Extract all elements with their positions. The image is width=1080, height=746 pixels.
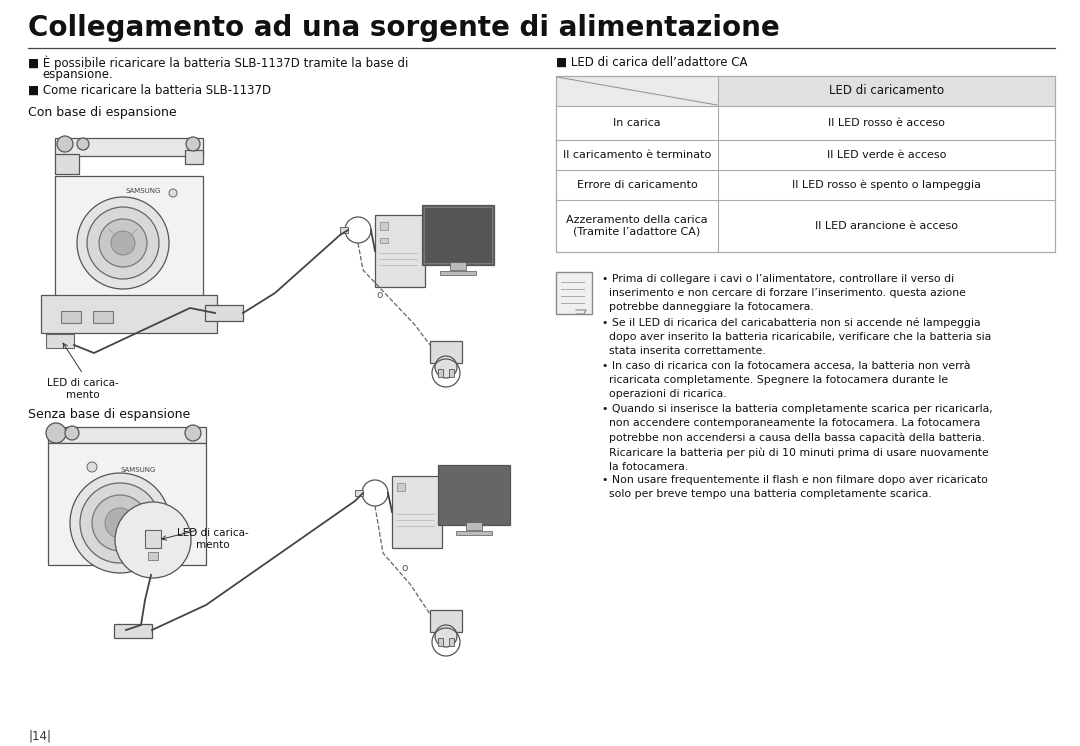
Circle shape bbox=[186, 137, 200, 151]
Bar bbox=[556, 76, 718, 106]
Bar bbox=[465, 522, 482, 530]
Bar bbox=[556, 76, 1055, 252]
Circle shape bbox=[168, 189, 177, 197]
Bar bbox=[556, 170, 1055, 200]
Text: espansione.: espansione. bbox=[42, 68, 112, 81]
Text: Il LED arancione è acceso: Il LED arancione è acceso bbox=[815, 221, 958, 231]
Bar bbox=[41, 295, 217, 333]
Circle shape bbox=[70, 473, 170, 573]
Bar bbox=[456, 531, 492, 535]
Circle shape bbox=[87, 207, 159, 279]
Text: LED di caricamento: LED di caricamento bbox=[829, 84, 944, 98]
Text: • Prima di collegare i cavi o l’alimentatore, controllare il verso di
  inserime: • Prima di collegare i cavi o l’alimenta… bbox=[602, 274, 966, 312]
Circle shape bbox=[362, 480, 388, 506]
Text: Il LED verde è acceso: Il LED verde è acceso bbox=[827, 150, 946, 160]
Bar bbox=[114, 624, 152, 638]
Circle shape bbox=[114, 502, 191, 578]
Bar bbox=[375, 215, 426, 287]
Bar bbox=[424, 207, 492, 263]
Bar bbox=[46, 334, 75, 348]
Text: o: o bbox=[377, 290, 383, 300]
Bar bbox=[145, 530, 161, 548]
Bar bbox=[392, 476, 442, 548]
Bar bbox=[185, 150, 203, 164]
Bar bbox=[380, 238, 388, 243]
Text: o: o bbox=[402, 563, 408, 573]
Bar bbox=[438, 369, 443, 377]
Text: • Non usare frequentemente il flash e non filmare dopo aver ricaricato
  solo pe: • Non usare frequentemente il flash e no… bbox=[602, 475, 988, 499]
Text: SAMSUNG: SAMSUNG bbox=[120, 467, 156, 473]
Text: ■ Come ricaricare la batteria SLB-1137D: ■ Come ricaricare la batteria SLB-1137D bbox=[28, 84, 271, 97]
Circle shape bbox=[345, 217, 372, 243]
Bar bbox=[355, 490, 363, 496]
Bar bbox=[48, 427, 206, 443]
Circle shape bbox=[435, 356, 457, 378]
Text: |14|: |14| bbox=[28, 730, 51, 743]
Bar bbox=[205, 305, 243, 321]
Text: LED di carica-
mento: LED di carica- mento bbox=[177, 528, 248, 550]
Bar bbox=[556, 272, 592, 314]
Circle shape bbox=[77, 138, 89, 150]
Circle shape bbox=[435, 625, 457, 647]
Circle shape bbox=[46, 423, 66, 443]
Text: Senza base di espansione: Senza base di espansione bbox=[28, 408, 190, 421]
Bar bbox=[450, 262, 465, 270]
Bar bbox=[48, 443, 206, 565]
Bar bbox=[449, 369, 454, 377]
Bar bbox=[430, 341, 462, 363]
Text: Con base di espansione: Con base di espansione bbox=[28, 106, 177, 119]
Text: In carica: In carica bbox=[613, 118, 661, 128]
Bar bbox=[430, 610, 462, 632]
Circle shape bbox=[80, 483, 160, 563]
Text: Collegamento ad una sorgente di alimentazione: Collegamento ad una sorgente di alimenta… bbox=[28, 14, 780, 42]
Bar bbox=[556, 200, 1055, 252]
Text: Il LED rosso è spento o lampeggia: Il LED rosso è spento o lampeggia bbox=[792, 180, 981, 190]
Text: Azzeramento della carica
(Tramite l’adattore CA): Azzeramento della carica (Tramite l’adat… bbox=[566, 215, 707, 236]
Bar bbox=[60, 311, 81, 323]
Bar bbox=[148, 552, 158, 560]
Text: • In caso di ricarica con la fotocamera accesa, la batteria non verrà
  ricarica: • In caso di ricarica con la fotocamera … bbox=[602, 361, 971, 399]
Circle shape bbox=[57, 136, 73, 152]
Bar bbox=[449, 638, 454, 646]
Text: Il LED rosso è acceso: Il LED rosso è acceso bbox=[828, 118, 945, 128]
Text: SAMSUNG: SAMSUNG bbox=[125, 188, 161, 194]
Circle shape bbox=[111, 231, 135, 255]
Text: Il caricamento è terminato: Il caricamento è terminato bbox=[563, 150, 711, 160]
Text: ■ LED di carica dell’adattore CA: ■ LED di carica dell’adattore CA bbox=[556, 56, 747, 69]
Bar bbox=[340, 227, 348, 233]
Bar bbox=[556, 106, 1055, 140]
Circle shape bbox=[105, 508, 135, 538]
Bar bbox=[422, 205, 494, 265]
Circle shape bbox=[65, 426, 79, 440]
Text: LED di carica-
mento: LED di carica- mento bbox=[48, 378, 119, 400]
Bar bbox=[93, 311, 113, 323]
Bar bbox=[55, 138, 203, 156]
Bar bbox=[438, 465, 510, 525]
Text: • Se il LED di ricarica del caricabatteria non si accende né lampeggia
  dopo av: • Se il LED di ricarica del caricabatter… bbox=[602, 318, 991, 356]
Text: Errore di caricamento: Errore di caricamento bbox=[577, 180, 698, 190]
Bar bbox=[55, 154, 79, 174]
Bar bbox=[438, 638, 443, 646]
Circle shape bbox=[92, 495, 148, 551]
Text: ■ È possibile ricaricare la batteria SLB-1137D tramite la base di: ■ È possibile ricaricare la batteria SLB… bbox=[28, 56, 408, 71]
Circle shape bbox=[77, 197, 168, 289]
Circle shape bbox=[185, 425, 201, 441]
Bar bbox=[440, 271, 476, 275]
Text: • Quando si inserisce la batteria completamente scarica per ricaricarla,
  non a: • Quando si inserisce la batteria comple… bbox=[602, 404, 993, 472]
Circle shape bbox=[99, 219, 147, 267]
Bar bbox=[380, 222, 388, 230]
Bar bbox=[397, 483, 405, 491]
Bar bbox=[556, 76, 1055, 106]
Bar bbox=[55, 176, 203, 298]
Bar bbox=[556, 140, 1055, 170]
Circle shape bbox=[87, 462, 97, 472]
